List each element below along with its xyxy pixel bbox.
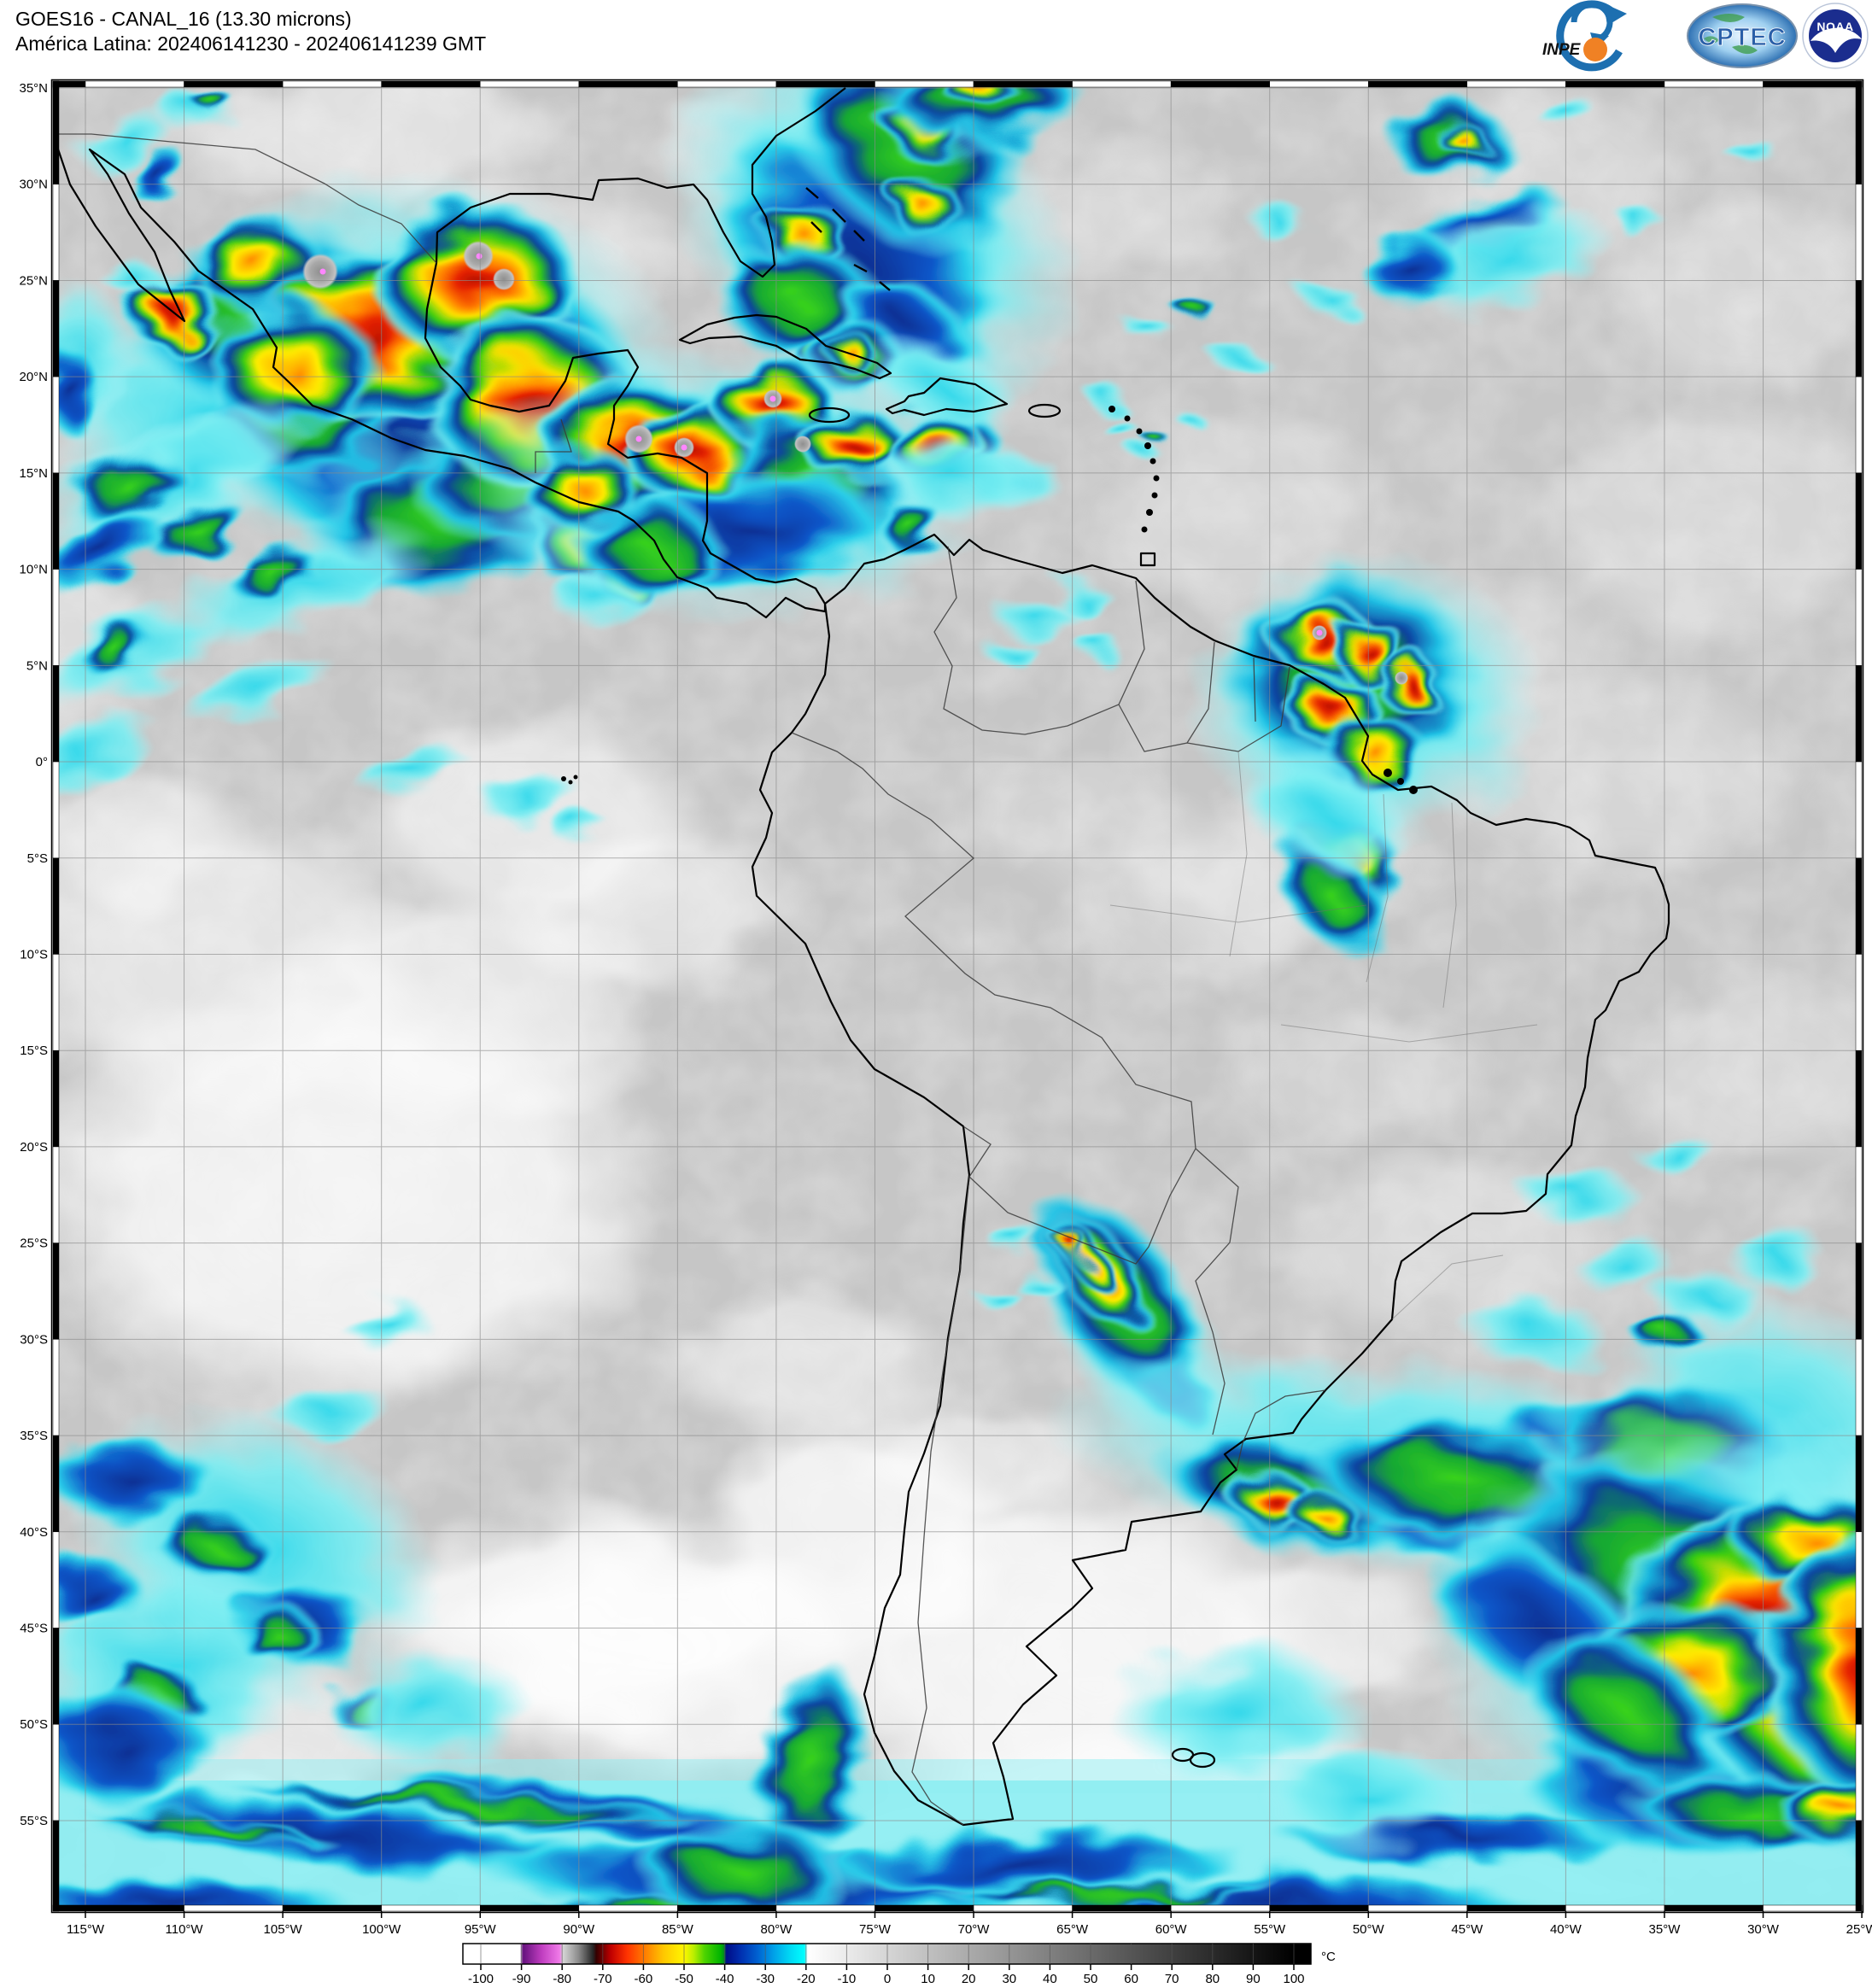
colorbar-tick-label: -50: [675, 1972, 693, 1986]
lon-label: 85°W: [662, 1922, 694, 1937]
title-line1: GOES16 - CANAL_16 (13.30 microns): [15, 8, 352, 30]
colorbar-unit: °C: [1321, 1950, 1336, 1964]
colorbar-tick-label: 50: [1084, 1972, 1098, 1986]
colorbar-ticks: [480, 1944, 1295, 1970]
coastline-north-central-america: [53, 87, 846, 619]
inpe-logo-text: INPE: [1542, 41, 1582, 59]
coastline-south-america: [751, 533, 1670, 1827]
noaa-bird-icon: [1811, 27, 1862, 53]
lon-label: 30°W: [1747, 1922, 1780, 1937]
state-borders: [1109, 751, 1538, 1320]
lat-label: 20°N: [19, 370, 48, 384]
lon-label: 110°W: [166, 1922, 204, 1937]
lon-label: 55°W: [1254, 1922, 1286, 1937]
lat-label: 10°N: [19, 563, 48, 577]
colorbar-tick-label: 20: [962, 1972, 976, 1986]
lon-label: 100°W: [362, 1922, 401, 1937]
lat-label: 5°S: [27, 851, 48, 866]
lat-label: 0°: [36, 755, 48, 769]
colorbar-tick-labels: -100 -90 -80 -70 -60 -50 -40 -30 -20 -10 0 10 20 30 40…: [468, 1972, 1305, 1986]
map-frame-segments: [52, 80, 1863, 1912]
lat-label: 20°S: [20, 1140, 48, 1155]
header: GOES16 - CANAL_16 (13.30 microns) Améric…: [15, 8, 486, 55]
colorbar-tick-label: 60: [1124, 1972, 1138, 1986]
lon-label: 35°W: [1649, 1922, 1682, 1937]
overshooting-tops: [302, 241, 1408, 685]
colorbar-tick-label: 0: [884, 1972, 891, 1986]
lat-label: 35°S: [20, 1429, 48, 1443]
lat-label: 30°N: [19, 178, 48, 192]
colorbar-tick-label: 30: [1002, 1972, 1016, 1986]
coastline-jamaica: [808, 406, 851, 424]
colorbar-tick-label: -40: [716, 1972, 734, 1986]
colorbar-tick-label: -80: [553, 1972, 571, 1986]
colorbar-tick-label: -90: [512, 1972, 531, 1986]
axis-ticks: [85, 1911, 1863, 1918]
storm-systems: [53, 81, 1862, 1911]
longitude-labels: 115°W 110°W 105°W 100°W 95°W 90°W 85°W 80°W 75°W…: [67, 1922, 1872, 1937]
graticule-grid: [53, 81, 1862, 1911]
lat-label: 25°S: [20, 1237, 48, 1251]
country-borders: [53, 133, 1326, 1826]
colorbar: -100 -90 -80 -70 -60 -50 -40 -30 -20 -10 0 10 20 30 40…: [462, 1943, 1336, 1986]
coastline-hispaniola: [885, 377, 1009, 417]
lat-label: 35°N: [19, 81, 48, 96]
colorbar-tick-label: 40: [1043, 1972, 1057, 1986]
lon-label: 60°W: [1155, 1922, 1188, 1937]
coastline-puerto-rico: [1027, 403, 1062, 418]
lat-label: 10°S: [20, 947, 48, 962]
colorbar-tick-label: 70: [1165, 1972, 1179, 1986]
lon-label: 25°W: [1846, 1922, 1872, 1937]
colorbar-tick-label: 10: [921, 1972, 935, 1986]
lon-label: 70°W: [958, 1922, 991, 1937]
colorbar-tick-label: -10: [838, 1972, 857, 1986]
lon-label: 75°W: [859, 1922, 892, 1937]
cptec-logo-text: CPTEC: [1698, 24, 1786, 51]
lat-label: 40°S: [20, 1525, 48, 1540]
coastlines: [53, 87, 1670, 1827]
lon-label: 80°W: [760, 1922, 793, 1937]
lon-label: 90°W: [563, 1922, 595, 1937]
colorbar-tick-label: 90: [1246, 1972, 1261, 1986]
colorbar-tick-label: -30: [756, 1972, 775, 1986]
coastline-falkland-east: [1189, 1751, 1216, 1769]
map-frame-outline: [50, 79, 1864, 1914]
lat-label: 55°S: [20, 1814, 48, 1828]
colorbar-tick-label: -100: [468, 1972, 494, 1986]
lon-label: 95°W: [465, 1922, 497, 1937]
noaa-logo-text: NOAA: [1816, 20, 1853, 33]
coastline-trinidad: [1139, 552, 1156, 567]
colorbar-tick-label: 100: [1283, 1972, 1304, 1986]
colorbar-tick-label: 80: [1205, 1972, 1220, 1986]
inpe-orange-dot: [1583, 38, 1607, 61]
colorbar-tick-label: -70: [594, 1972, 612, 1986]
cptec-logo: CPTEC: [1687, 3, 1798, 68]
lat-label: 25°N: [19, 273, 48, 288]
small-islands: [561, 187, 1418, 794]
lon-label: 105°W: [264, 1922, 303, 1937]
noaa-logo: NOAA: [1802, 3, 1869, 69]
lat-label: 15°S: [20, 1044, 48, 1058]
lon-label: 40°W: [1550, 1922, 1582, 1937]
title-line2: América Latina: 202406141230 - 202406141…: [15, 32, 486, 55]
lon-label: 115°W: [67, 1922, 105, 1937]
lon-label: 65°W: [1056, 1922, 1089, 1937]
coastline-cuba: [678, 313, 892, 380]
lat-label: 50°S: [20, 1717, 48, 1732]
lat-label: 5°N: [26, 658, 48, 673]
colorbar-tick-label: -20: [797, 1972, 816, 1986]
inpe-logo: INPE: [1542, 0, 1627, 72]
lat-label: 30°S: [20, 1332, 48, 1347]
latitude-labels: 35°N 30°N 25°N 20°N 15°N 10°N 5°N 0° 5°S 10°S 15°S…: [19, 81, 48, 1828]
lon-label: 45°W: [1451, 1922, 1483, 1937]
lat-label: 15°N: [19, 466, 48, 481]
lat-label: 45°S: [20, 1622, 48, 1636]
lon-label: 50°W: [1353, 1922, 1385, 1937]
colorbar-tick-label: -60: [635, 1972, 653, 1986]
